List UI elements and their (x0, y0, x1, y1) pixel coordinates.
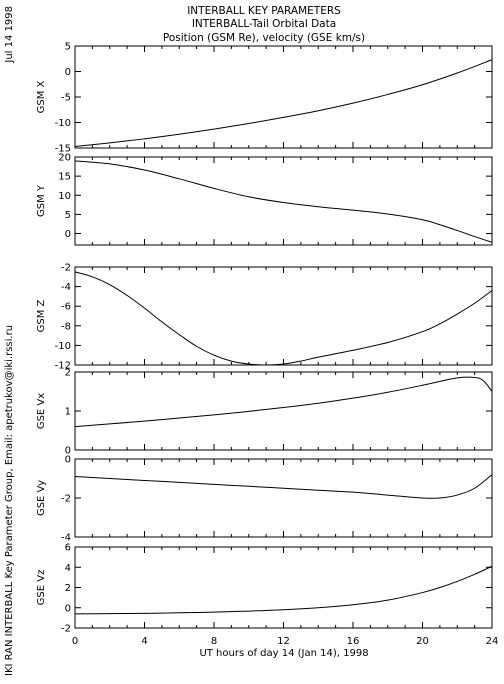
y-tick-label: 0 (65, 446, 71, 457)
y-axis-label: GSE Vy (36, 480, 47, 516)
x-tick-label: 4 (141, 636, 147, 647)
y-tick-label: -15 (55, 144, 71, 155)
panel-1: 5 0 -5 -10 -15 GSM X (36, 42, 493, 155)
series-line (74, 565, 493, 615)
series-line (74, 271, 493, 366)
header-line-3: Position (GSM Re), velocity (GSE km/s) (163, 32, 365, 44)
y-axis-label: GSE Vz (36, 570, 47, 606)
y-tick-label: -12 (55, 361, 71, 372)
y-tick-label: -10 (55, 118, 71, 129)
y-tick-label: 0 (65, 455, 71, 466)
y-axis-label: GSM X (36, 80, 47, 113)
y-tick-label: -5 (61, 93, 71, 104)
series-line (74, 376, 493, 428)
side-credit-label: IKI RAN INTERBALL Key Parameter Group, E… (4, 325, 15, 676)
side-date-label: Jul 14 1998 (4, 6, 15, 64)
y-tick-label: 10 (58, 191, 71, 202)
y-axis-label: GSM Z (36, 299, 47, 332)
panel-frame (74, 546, 493, 629)
y-tick-label: 20 (58, 153, 71, 164)
y-tick-label: 2 (65, 368, 71, 379)
y-tick-label: 0 (65, 67, 71, 78)
panel-2: 20 15 10 5 0 GSM Y (36, 153, 493, 246)
y-tick-label: -4 (61, 533, 71, 544)
series-line (74, 59, 493, 147)
header-line-2: INTERBALL-Tail Orbital Data (192, 18, 336, 30)
series-line (74, 474, 493, 499)
panel-frame (74, 45, 493, 149)
panel-3: -2 -4 -6 -8 -10 -12 GSM Z (36, 263, 493, 372)
y-tick-label: -2 (61, 494, 71, 505)
y-tick-label: 15 (58, 172, 71, 183)
y-tick-label: 4 (65, 563, 71, 574)
y-tick-label: -2 (61, 263, 71, 274)
y-tick-label: 5 (65, 210, 71, 221)
panel-frame (74, 156, 493, 246)
panel-5: 0 -2 -4 GSE Vy (36, 455, 493, 544)
y-tick-label: -6 (61, 302, 71, 313)
x-axis-label: UT hours of day 14 (Jan 14), 1998 (199, 648, 368, 659)
y-tick-label: 6 (65, 543, 71, 554)
y-tick-label: 0 (65, 229, 71, 240)
x-tick-label: 16 (347, 636, 360, 647)
y-axis-label: GSE Vx (36, 393, 47, 429)
x-tick-label: 20 (416, 636, 429, 647)
y-tick-label: 5 (65, 42, 71, 53)
series-line (74, 160, 493, 243)
x-tick-label: 24 (486, 636, 499, 647)
x-tick-label: 0 (72, 636, 78, 647)
panel-6: 6 4 2 0 -2 GSE Vz (36, 543, 493, 635)
y-tick-label: -10 (55, 341, 71, 352)
panel-frame (74, 266, 493, 366)
y-tick-label: -8 (61, 321, 71, 332)
y-tick-label: -2 (61, 624, 71, 635)
header-line-1: INTERBALL KEY PARAMETERS (187, 5, 341, 17)
y-tick-label: 0 (65, 603, 71, 614)
x-tick-label: 12 (277, 636, 290, 647)
x-tick-label: 8 (211, 636, 217, 647)
y-axis-label: GSM Y (36, 184, 47, 217)
panel-4: 2 1 0 GSE Vx (36, 368, 493, 457)
y-tick-label: 2 (65, 583, 71, 594)
y-tick-label: 1 (65, 407, 71, 418)
y-tick-label: -4 (61, 282, 71, 293)
